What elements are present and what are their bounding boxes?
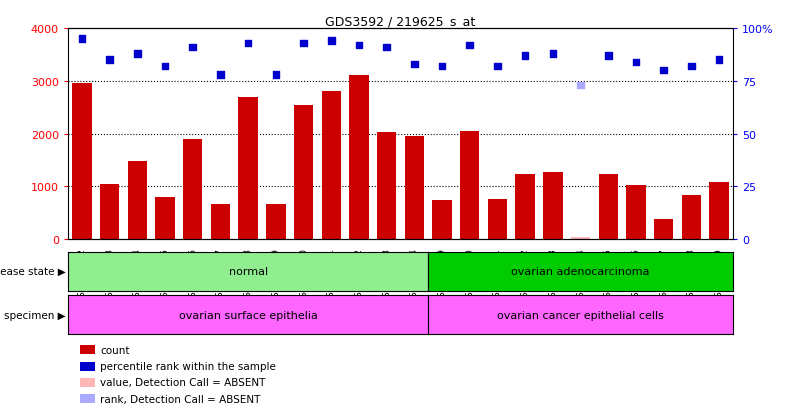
Text: normal: normal xyxy=(228,266,268,277)
Bar xyxy=(571,237,590,240)
Bar xyxy=(266,205,285,240)
Point xyxy=(408,62,421,68)
Text: count: count xyxy=(100,345,130,355)
Text: ovarian surface epithelia: ovarian surface epithelia xyxy=(179,310,317,320)
Bar xyxy=(543,173,562,240)
Bar xyxy=(682,196,701,240)
Bar xyxy=(321,92,341,240)
Point xyxy=(242,40,255,47)
Point xyxy=(546,51,559,57)
Bar xyxy=(377,133,396,240)
Point xyxy=(658,68,670,74)
Bar xyxy=(80,345,95,354)
Point xyxy=(352,43,365,49)
Bar xyxy=(460,132,480,240)
Point xyxy=(463,43,476,49)
Point xyxy=(297,40,310,47)
Bar xyxy=(80,362,95,370)
Point xyxy=(75,36,88,43)
Point xyxy=(159,64,171,70)
Bar xyxy=(80,394,95,404)
Point xyxy=(269,72,282,78)
Text: percentile rank within the sample: percentile rank within the sample xyxy=(100,361,276,371)
Text: rank, Detection Call = ABSENT: rank, Detection Call = ABSENT xyxy=(100,394,260,404)
Text: disease state ▶: disease state ▶ xyxy=(0,266,66,277)
Point xyxy=(187,45,199,51)
Point xyxy=(103,57,116,64)
Point xyxy=(602,53,614,59)
Point xyxy=(491,64,504,70)
Point xyxy=(214,72,227,78)
Point xyxy=(574,83,587,89)
Title: GDS3592 / 219625_s_at: GDS3592 / 219625_s_at xyxy=(325,15,476,28)
Point xyxy=(436,64,449,70)
Bar xyxy=(626,185,646,240)
Point xyxy=(519,53,532,59)
Bar xyxy=(654,219,674,240)
Bar xyxy=(155,197,175,240)
Point xyxy=(713,57,726,64)
Bar xyxy=(516,175,535,240)
Bar xyxy=(433,201,452,240)
Point xyxy=(325,38,338,45)
Text: value, Detection Call = ABSENT: value, Detection Call = ABSENT xyxy=(100,377,265,387)
Bar xyxy=(349,76,368,240)
Point xyxy=(630,59,642,66)
Text: ovarian cancer epithelial cells: ovarian cancer epithelial cells xyxy=(497,310,664,320)
Bar xyxy=(211,205,230,240)
Text: ovarian adenocarcinoma: ovarian adenocarcinoma xyxy=(511,266,650,277)
Bar xyxy=(72,84,91,240)
Bar xyxy=(100,184,119,240)
Bar xyxy=(80,378,95,387)
Bar xyxy=(127,161,147,240)
Bar xyxy=(294,105,313,240)
Point xyxy=(685,64,698,70)
Bar xyxy=(239,97,258,240)
Point xyxy=(380,45,393,51)
Bar xyxy=(488,199,507,240)
Bar xyxy=(183,140,203,240)
Text: specimen ▶: specimen ▶ xyxy=(5,310,66,320)
Point xyxy=(131,51,143,57)
Bar xyxy=(405,136,424,240)
Bar xyxy=(710,182,729,240)
Bar xyxy=(598,175,618,240)
